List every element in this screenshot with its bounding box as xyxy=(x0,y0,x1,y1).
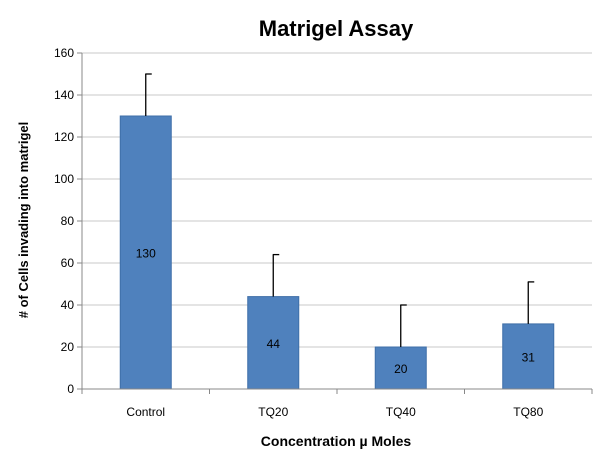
error-bars-group xyxy=(145,73,535,347)
x-tick-label-control: Control xyxy=(126,405,165,419)
x-tick-label-tq80: TQ80 xyxy=(513,405,543,419)
y-tick-label: 80 xyxy=(61,214,75,228)
bars-group xyxy=(119,115,555,390)
y-tick-label: 60 xyxy=(61,256,75,270)
y-axis-label: # of Cells invading into matrigel xyxy=(16,122,31,318)
y-tick-label: 20 xyxy=(61,340,75,354)
bar-control xyxy=(119,115,172,390)
data-label-tq80: 31 xyxy=(522,350,536,364)
x-tick-label-tq20: TQ20 xyxy=(258,405,288,419)
bar-tq80 xyxy=(502,323,555,390)
data-label-tq40: 20 xyxy=(394,362,408,376)
y-tick-label: 0 xyxy=(67,382,74,396)
y-tick-labels: 0 20 40 60 80 100 120 140 160 xyxy=(54,46,74,396)
chart-title: Matrigel Assay xyxy=(259,16,414,41)
bar-tq20 xyxy=(247,296,300,390)
y-tick-label: 160 xyxy=(54,46,74,60)
x-axis-label: Concentration µ Moles xyxy=(261,433,412,449)
y-tick-label: 120 xyxy=(54,130,74,144)
bar-tq40 xyxy=(374,346,427,390)
y-tick-label: 40 xyxy=(61,298,75,312)
x-tick-labels: Control TQ20 TQ40 TQ80 xyxy=(126,405,543,419)
data-labels-group: 130 44 20 31 xyxy=(136,247,536,377)
data-label-control: 130 xyxy=(136,247,156,261)
data-label-tq20: 44 xyxy=(267,337,281,351)
x-tick-label-tq40: TQ40 xyxy=(386,405,416,419)
y-tick-label: 100 xyxy=(54,172,74,186)
y-tick-label: 140 xyxy=(54,88,74,102)
axes-group xyxy=(77,52,593,394)
